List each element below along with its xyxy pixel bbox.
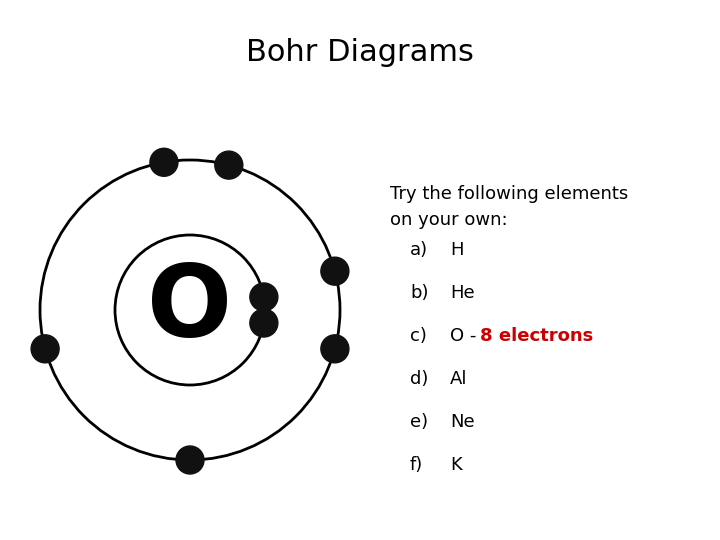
Circle shape: [176, 446, 204, 474]
Text: Bohr Diagrams: Bohr Diagrams: [246, 38, 474, 67]
Text: Try the following elements
on your own:: Try the following elements on your own:: [390, 185, 629, 230]
Text: H: H: [450, 241, 464, 259]
Text: He: He: [450, 284, 474, 302]
Text: a): a): [410, 241, 428, 259]
Text: b): b): [410, 284, 428, 302]
Text: f): f): [410, 456, 423, 474]
Text: K: K: [450, 456, 462, 474]
Circle shape: [150, 148, 178, 176]
Circle shape: [250, 309, 278, 337]
Text: Al: Al: [450, 370, 467, 388]
Circle shape: [321, 257, 349, 285]
Text: d): d): [410, 370, 428, 388]
Circle shape: [321, 335, 349, 363]
Text: e): e): [410, 413, 428, 431]
Circle shape: [31, 335, 59, 363]
Text: Ne: Ne: [450, 413, 474, 431]
Text: c): c): [410, 327, 427, 345]
Circle shape: [250, 283, 278, 311]
Text: 8 electrons: 8 electrons: [480, 327, 593, 345]
Text: O -: O -: [450, 327, 482, 345]
Text: O: O: [148, 261, 233, 359]
Circle shape: [215, 151, 243, 179]
